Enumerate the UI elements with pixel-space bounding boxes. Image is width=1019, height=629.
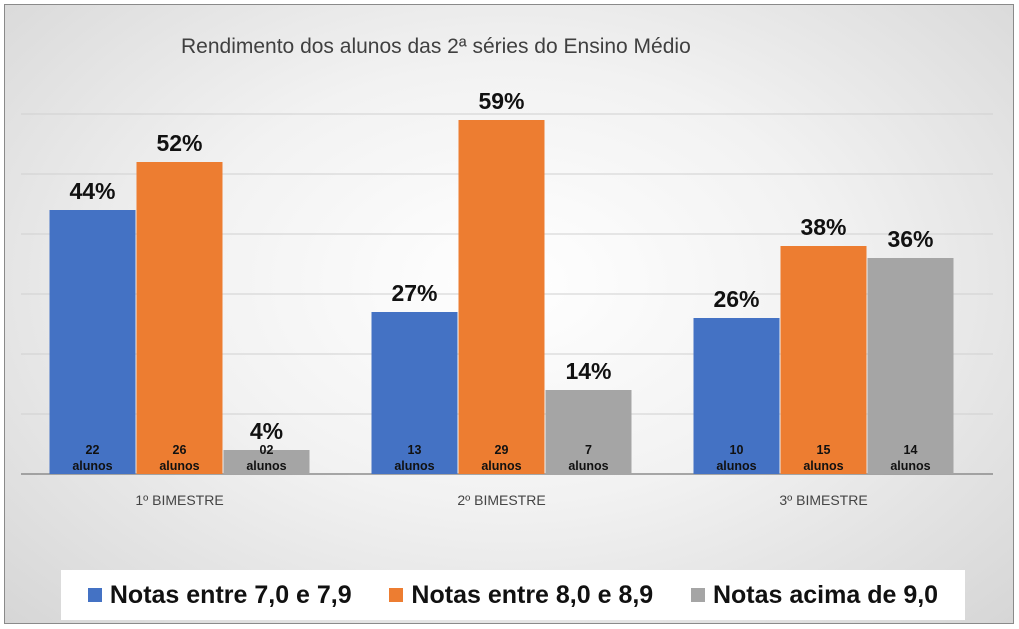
bar-2-3 bbox=[545, 390, 632, 474]
bar-2-1 bbox=[371, 312, 458, 474]
category-labels: 1º BIMESTRE 2º BIMESTRE 3º BIMESTRE bbox=[135, 492, 867, 508]
count-unit-label: alunos bbox=[481, 459, 521, 473]
count-unit-label: alunos bbox=[803, 459, 843, 473]
count-unit-label: alunos bbox=[716, 459, 756, 473]
category-label: 2º BIMESTRE bbox=[457, 492, 545, 508]
chart-title: Rendimento dos alunos das 2ª séries do E… bbox=[181, 35, 691, 58]
count-label: 26 bbox=[173, 443, 187, 457]
legend-item-series-3: Notas acima de 9,0 bbox=[690, 580, 939, 610]
count-unit-label: alunos bbox=[246, 459, 286, 473]
value-label: 38% bbox=[800, 214, 846, 240]
bar-1-1 bbox=[49, 210, 136, 474]
value-label: 26% bbox=[713, 286, 759, 312]
bar-chart: Rendimento dos alunos das 2ª séries do E… bbox=[21, 35, 993, 508]
count-label: 22 bbox=[86, 443, 100, 457]
count-label: 14 bbox=[904, 443, 918, 457]
legend-label-series-3: Notas acima de 9,0 bbox=[712, 580, 939, 609]
count-unit-label: alunos bbox=[159, 459, 199, 473]
value-label: 36% bbox=[887, 226, 933, 252]
count-label: 10 bbox=[730, 443, 744, 457]
value-label: 52% bbox=[156, 130, 202, 156]
bar-1-2 bbox=[136, 162, 223, 474]
count-unit-label: alunos bbox=[890, 459, 930, 473]
bars bbox=[49, 120, 954, 474]
data-labels: 44% 22 alunos 52% 26 alunos 4%02 alunos 27% 13 alu… bbox=[69, 88, 933, 473]
value-label: 44% bbox=[69, 178, 115, 204]
legend-item-series-1: Notas entre 7,0 e 7,9 bbox=[87, 580, 352, 610]
count-unit-label: alunos bbox=[72, 459, 112, 473]
value-label: 27% bbox=[391, 280, 437, 306]
value-label: 4% bbox=[250, 418, 283, 444]
count-label: 15 bbox=[817, 443, 831, 457]
bar-3-2 bbox=[780, 246, 867, 474]
legend-label-series-1: Notas entre 7,0 e 7,9 bbox=[109, 580, 352, 609]
legend-swatch-series-2 bbox=[389, 588, 404, 602]
value-label: 14% bbox=[565, 358, 611, 384]
legend: Notas entre 7,0 e 7,9 Notas entre 8,0 e … bbox=[61, 570, 965, 620]
value-label: 59% bbox=[478, 88, 524, 114]
count-label: 7 bbox=[585, 443, 592, 457]
bar-2-2 bbox=[458, 120, 545, 474]
legend-swatch-series-1 bbox=[87, 588, 102, 602]
count-label: 29 bbox=[495, 443, 509, 457]
chart-frame: Rendimento dos alunos das 2ª séries do E… bbox=[4, 4, 1014, 624]
category-label: 3º BIMESTRE bbox=[779, 492, 867, 508]
count-label: 02 bbox=[260, 443, 274, 457]
legend-label-series-2: Notas entre 8,0 e 8,9 bbox=[411, 580, 654, 609]
count-unit-label: alunos bbox=[394, 459, 434, 473]
category-label: 1º BIMESTRE bbox=[135, 492, 223, 508]
bar-3-1 bbox=[693, 318, 780, 474]
count-unit-label: alunos bbox=[568, 459, 608, 473]
legend-swatch-series-3 bbox=[690, 588, 705, 602]
count-label: 13 bbox=[408, 443, 422, 457]
legend-item-series-2: Notas entre 8,0 e 8,9 bbox=[389, 581, 653, 610]
bar-1-3 bbox=[223, 450, 310, 474]
bar-3-3 bbox=[867, 258, 954, 474]
